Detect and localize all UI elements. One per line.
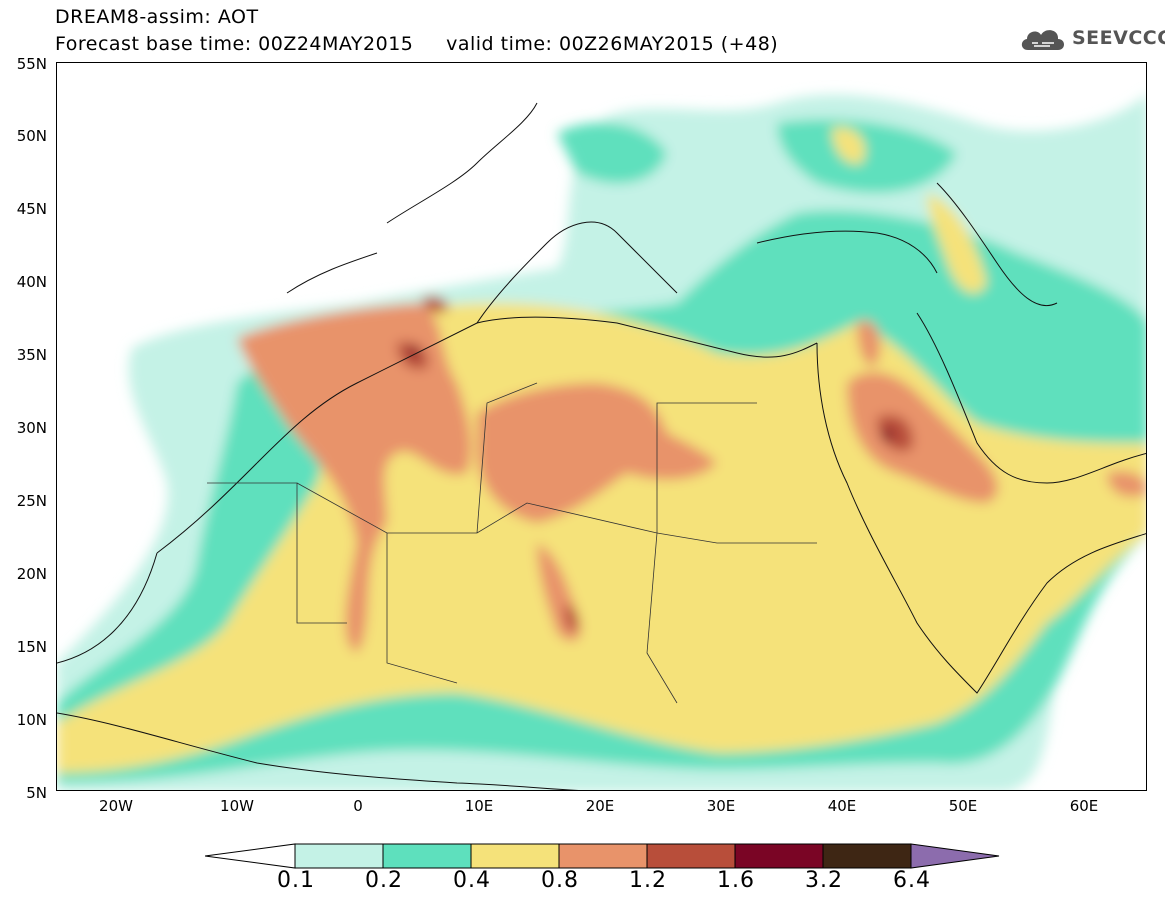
aot-band-05b [877, 414, 913, 452]
lat-label-10n: 10N [16, 711, 47, 729]
coastlines [57, 102, 1146, 790]
colorbar-label-0-4: 0.4 [453, 868, 491, 893]
colorbar-segment-7 [822, 843, 912, 869]
colorbar-label-1-6: 1.6 [717, 868, 755, 893]
lat-label-55n: 55N [16, 55, 47, 73]
aot-band-04f [1107, 471, 1146, 497]
colorbar [205, 843, 1000, 869]
aot-band-04 [237, 303, 472, 653]
aot-band-06b [881, 429, 893, 441]
colorbar-label-0-1: 0.1 [277, 868, 315, 893]
aot-band-02b [777, 119, 957, 193]
lat-label-35n: 35N [16, 346, 47, 364]
colorbar-label-6-4: 6.4 [893, 868, 931, 893]
lon-label-50e: 50E [948, 797, 978, 815]
colorbar-over-triangle [910, 843, 1000, 869]
colorbar-label-0-8: 0.8 [541, 868, 579, 893]
lat-label-30n: 30N [16, 419, 47, 437]
aot-band-04d [847, 372, 998, 503]
lon-label-60e: 60E [1069, 797, 1099, 815]
aot-map [57, 94, 1146, 790]
aot-band-03c [832, 127, 866, 164]
lon-label-40e: 40E [827, 797, 857, 815]
cloud-icon [1021, 30, 1064, 50]
colorbar-label-0-2: 0.2 [365, 868, 403, 893]
aot-band-05d [564, 603, 579, 633]
lon-label-0: 0 [353, 797, 363, 815]
colorbar-label-1-2: 1.2 [629, 868, 667, 893]
colorbar-segment-5 [646, 843, 736, 869]
title-line-1: DREAM8-assim: AOT [55, 6, 259, 28]
colorbar-under-triangle [205, 843, 296, 869]
colorbar-segment-2 [382, 843, 472, 869]
colorbar-segment-6 [734, 843, 824, 869]
lat-label-5n: 5N [26, 784, 47, 802]
lon-label-20w: 20W [99, 797, 133, 815]
aot-band-05c [422, 296, 448, 313]
lat-label-25n: 25N [16, 492, 47, 510]
aot-band-02c [557, 122, 667, 184]
colorbar-segment-4 [558, 843, 648, 869]
lon-label-10e: 10E [464, 797, 494, 815]
logo-text: SEEVCCC [1072, 27, 1165, 49]
colorbar-segment-3 [470, 843, 560, 869]
aot-band-04e [857, 320, 881, 366]
lat-label-45n: 45N [16, 200, 47, 218]
title-line-2: Forecast base time: 00Z24MAY2015 valid t… [55, 33, 779, 55]
aot-band-03b [927, 193, 987, 294]
map-frame [56, 62, 1147, 791]
lon-label-30e: 30E [706, 797, 736, 815]
lon-label-10w: 10W [220, 797, 254, 815]
borders [207, 382, 817, 704]
lat-label-20n: 20N [16, 565, 47, 583]
lat-label-40n: 40N [16, 273, 47, 291]
lat-label-15n: 15N [16, 638, 47, 656]
colorbar-segment-1 [294, 843, 384, 869]
seevccc-logo: SEEVCCC [1018, 24, 1165, 52]
lat-label-50n: 50N [16, 127, 47, 145]
lon-label-20e: 20E [585, 797, 615, 815]
colorbar-label-3-2: 3.2 [805, 868, 843, 893]
